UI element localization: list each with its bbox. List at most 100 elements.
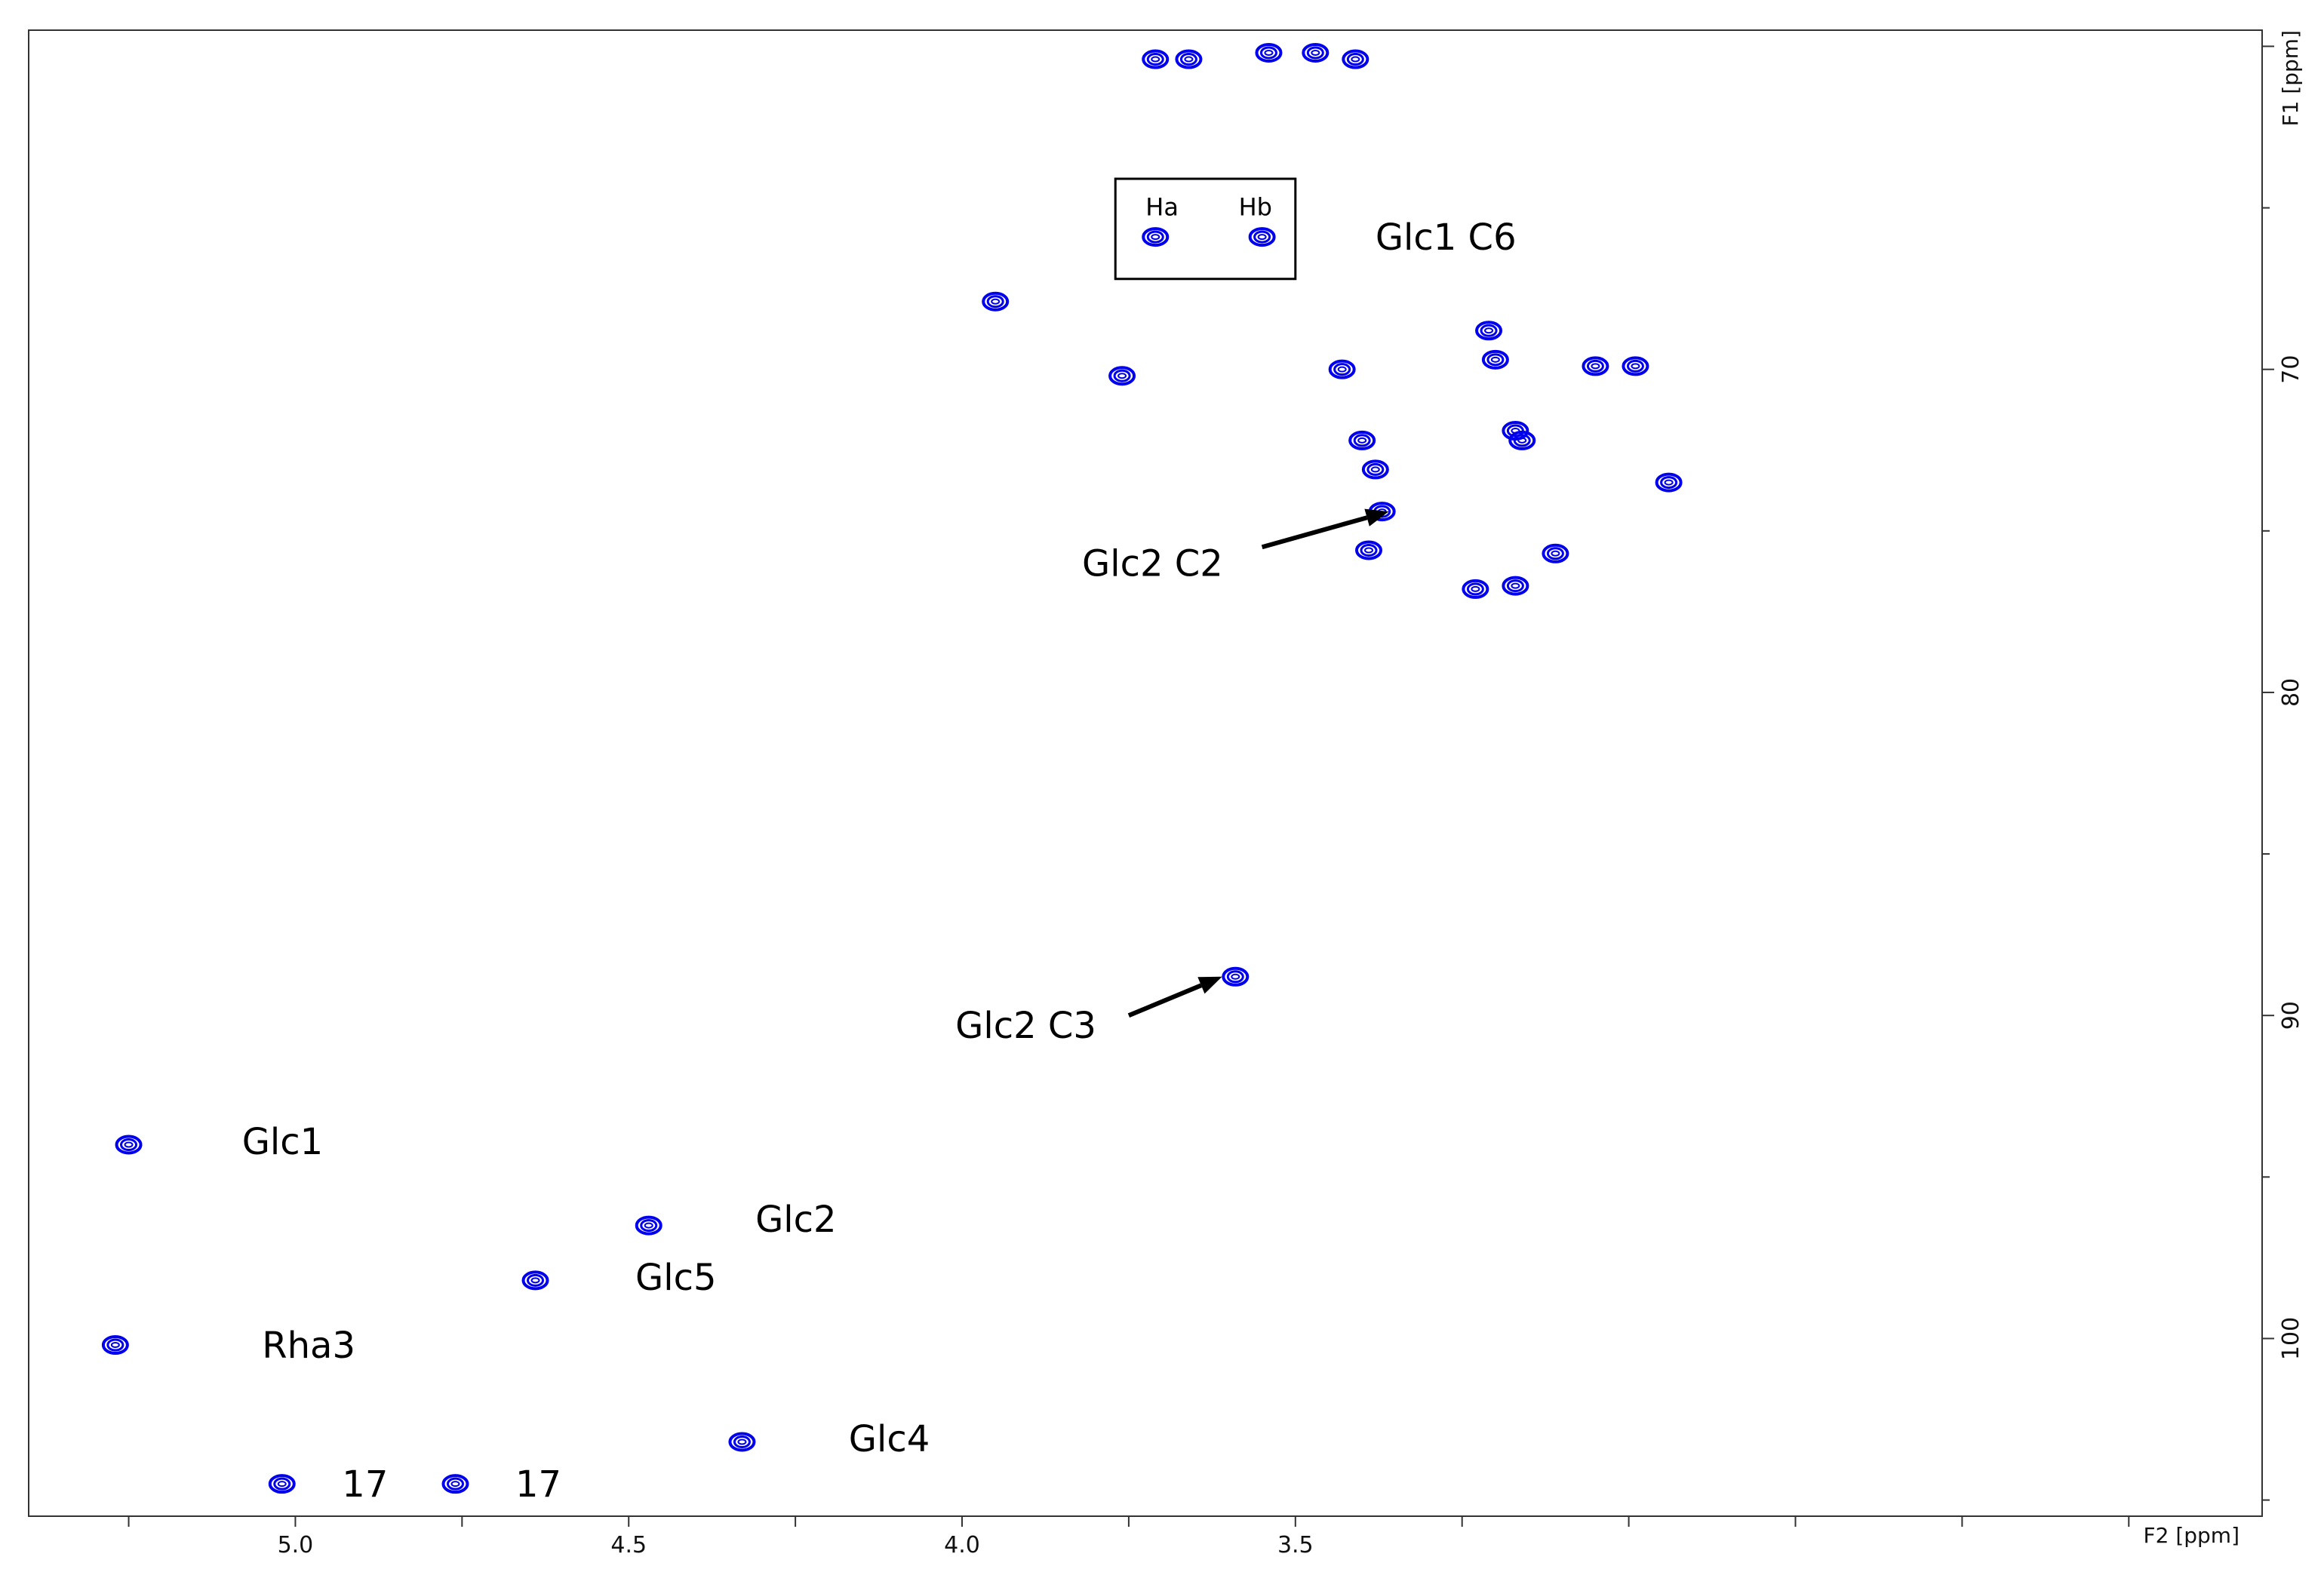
peak-contour [982, 291, 1010, 312]
peak-label: Glc1 [242, 1121, 323, 1163]
cross-peak [1142, 227, 1170, 247]
cross-peak [1108, 366, 1136, 386]
peak-contour [450, 1481, 460, 1488]
y-axis: 70 80 90 100 [2262, 45, 2304, 1501]
peak-contour [521, 1270, 549, 1291]
cross-peak [1361, 459, 1389, 480]
peak-contour [1142, 49, 1170, 69]
peak-contour [1151, 234, 1160, 241]
peak-contour [1146, 230, 1164, 244]
cross-peak [101, 1335, 129, 1356]
annotation-arrows [1127, 508, 1389, 1018]
peak-contour [1361, 459, 1389, 480]
x-tick-label: 4.5 [610, 1532, 647, 1558]
peak-contour [1348, 430, 1376, 450]
peak-contour [1591, 363, 1600, 370]
peak-contour [1517, 437, 1527, 444]
peak-contour [1366, 462, 1385, 476]
peak-contour [1255, 42, 1283, 63]
peak-contour [1664, 479, 1674, 486]
c6-box-outline [1114, 177, 1297, 281]
peak-contour [101, 1335, 129, 1356]
peak-contour [1184, 56, 1194, 63]
peak-contour [733, 1435, 751, 1448]
y-tick-label: 70 [2278, 355, 2304, 384]
peak-contour [273, 1477, 291, 1491]
peak-contour [1542, 543, 1569, 563]
peak-contour [737, 1439, 747, 1445]
cross-peak [1328, 359, 1356, 379]
peak-contour [124, 1141, 134, 1148]
peak-contour [1355, 540, 1382, 560]
cross-peak [1342, 49, 1370, 69]
peak-contour [1337, 366, 1347, 373]
y-axis-title: F1 [ppm] [2278, 30, 2303, 127]
cross-peak [1142, 49, 1170, 69]
peak-contour [1259, 46, 1277, 60]
peak-contour [1370, 466, 1380, 473]
peak-contour [1248, 227, 1276, 247]
peak-contour [1353, 434, 1371, 447]
peak-contour [1231, 973, 1240, 980]
peak-label: Rha3 [262, 1325, 355, 1367]
arrow-shaft [1127, 983, 1203, 1018]
peak-contour [115, 1135, 143, 1155]
peak-contour [1346, 53, 1364, 66]
peak-contour [1582, 356, 1609, 376]
cross-peak [1175, 49, 1203, 69]
peak-contour [1351, 56, 1360, 63]
peak-contour [1480, 324, 1498, 337]
cross-peak [1655, 472, 1683, 493]
annotation-arrow [1261, 508, 1389, 550]
peak-contour [1146, 53, 1164, 66]
cross-peak [635, 1215, 662, 1236]
cross-peak [728, 1432, 756, 1452]
c6-highlight-box: Ha Hb [1114, 177, 1297, 281]
cross-peak [1582, 356, 1609, 376]
annotation-arrow [1127, 976, 1222, 1018]
peak-contour [635, 1215, 662, 1236]
cross-peak [1622, 356, 1649, 376]
cross-peak [521, 1270, 549, 1291]
peak-label: Glc2 C3 [955, 1005, 1096, 1047]
cross-peak [441, 1474, 469, 1494]
peak-contour [1631, 363, 1640, 370]
peak-contour [991, 298, 1001, 305]
cross-peak [1222, 966, 1250, 987]
peak-contour [1264, 49, 1274, 56]
peak-contour [106, 1338, 124, 1352]
peak-contour [1481, 349, 1509, 370]
cross-peak [1481, 349, 1509, 370]
peak-contour [1142, 227, 1170, 247]
x-axis-title: F2 [ppm] [2144, 1523, 2240, 1548]
x-tick-label: 3.5 [1277, 1532, 1314, 1558]
peak-contour [1486, 353, 1505, 367]
box-label: Ha [1145, 193, 1179, 222]
y-tick-label: 100 [2278, 1317, 2304, 1360]
arrow-head [1197, 976, 1222, 994]
peak-contour [1622, 356, 1649, 376]
peak-contour [446, 1477, 464, 1491]
peak-contour [1357, 437, 1367, 444]
cross-peak [1475, 321, 1503, 341]
peak-labels: Glc1 Rha3 17 17 Glc5 Glc2 Glc4 Glc1 C6 Glc2 C2 Gl… [242, 216, 1517, 1506]
peak-contour [1513, 434, 1531, 447]
peak-contour [1151, 56, 1160, 63]
peak-contour [728, 1432, 756, 1452]
cross-peaks [101, 42, 1683, 1494]
peak-contour [1462, 579, 1489, 599]
y-tick-label: 90 [2278, 1001, 2304, 1030]
cross-peak [115, 1135, 143, 1155]
peak-contour [527, 1273, 545, 1287]
peak-contour [1175, 49, 1203, 69]
peak-contour [1328, 359, 1356, 379]
peak-contour [1490, 356, 1500, 363]
peak-contour [1484, 327, 1494, 334]
arrow-head [1364, 508, 1389, 527]
cross-peak [1542, 543, 1569, 563]
cross-peak [1355, 540, 1382, 560]
peak-label: Glc4 [849, 1418, 930, 1460]
peak-label: 17 [342, 1463, 388, 1506]
peak-contour [1660, 476, 1678, 490]
peak-label: Glc2 C2 [1082, 543, 1223, 585]
